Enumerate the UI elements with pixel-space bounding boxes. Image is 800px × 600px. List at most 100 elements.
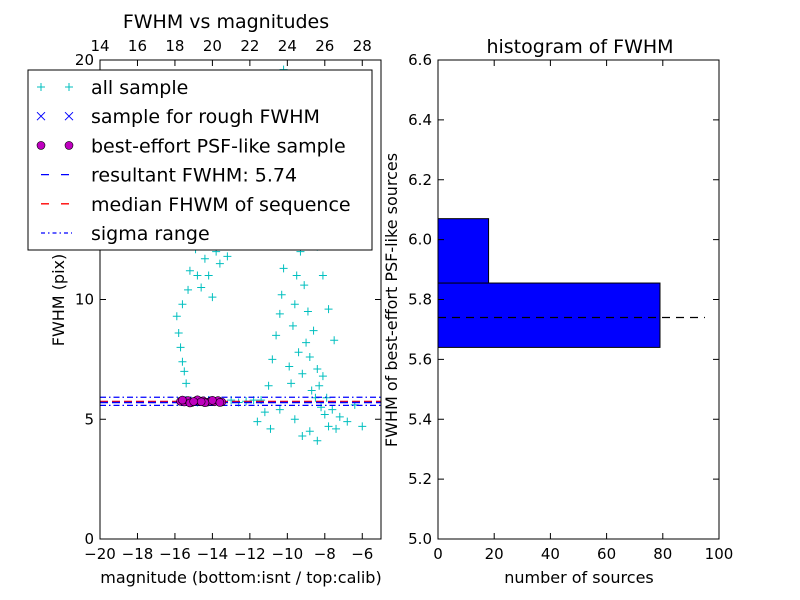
- scatter-bottom-tick-label-1: −18: [122, 545, 154, 563]
- histogram-y-tick-label-2: 5.4: [408, 410, 432, 428]
- all-sample-point-1-glyph: [174, 329, 183, 338]
- all-sample-point-13: [197, 283, 206, 292]
- legend-entry-2: best-effort PSF-like sample: [36, 135, 346, 157]
- all-sample-point-64-glyph: [298, 432, 307, 441]
- all-sample-point-63-glyph: [290, 415, 299, 424]
- all-sample-point-51: [315, 381, 324, 390]
- all-sample-point-27: [268, 355, 277, 364]
- all-sample-point-3: [178, 357, 187, 366]
- all-sample-point-67-glyph: [275, 405, 284, 414]
- legend-label-1: sample for rough FWHM: [91, 106, 320, 128]
- all-sample-point-7: [184, 285, 193, 294]
- histogram-axes: histogram of FWHM 0 20 40 60 80 100 5.0 5.2 5.4 5…: [382, 36, 733, 587]
- all-sample-point-39: [292, 271, 301, 280]
- all-sample-point-28: [272, 331, 281, 340]
- legend-label-4: median FHWM of sequence: [91, 194, 351, 216]
- all-sample-point-18-glyph: [215, 259, 224, 268]
- psf-sample-point-12: [178, 395, 187, 405]
- legend-entry-5: sigma range: [41, 223, 210, 245]
- scatter-top-tick-label-6: 26: [315, 37, 334, 55]
- legend-marker-0-a-glyph: [37, 83, 45, 91]
- scatter-top-tick-label-0: 14: [90, 37, 109, 55]
- all-sample-point-28-glyph: [272, 331, 281, 340]
- histogram-title: histogram of FWHM: [486, 36, 673, 58]
- all-sample-point-35-glyph: [285, 362, 294, 371]
- legend-label-5: sigma range: [91, 223, 210, 245]
- all-sample-point-7-glyph: [184, 285, 193, 294]
- histogram-x-tick-label-2: 40: [541, 545, 560, 563]
- all-sample-point-52-glyph: [317, 403, 326, 412]
- scatter-bottom-tick-label-2: −16: [159, 545, 191, 563]
- all-sample-point-18: [215, 259, 224, 268]
- all-sample-point-42-glyph: [298, 369, 307, 378]
- scatter-bottom-tick-label-7: −6: [351, 545, 373, 563]
- legend-entry-0: all sample: [37, 77, 188, 99]
- legend-entry-3: resultant FWHM: 5.74: [41, 165, 297, 187]
- all-sample-point-6: [182, 379, 191, 388]
- all-sample-point-24: [253, 417, 262, 426]
- scatter-bottom-tick-label-4: −12: [234, 545, 266, 563]
- histogram-x-tick-label-1: 20: [485, 545, 504, 563]
- all-sample-point-15-glyph: [204, 271, 213, 280]
- histogram-y-tick-label-7: 6.4: [408, 111, 432, 129]
- histogram-x-tick-label-5: 100: [705, 545, 734, 563]
- scatter-top-tick-label-1: 16: [128, 37, 147, 55]
- all-sample-point-12: [193, 271, 202, 280]
- all-sample-point-8-glyph: [185, 266, 194, 275]
- legend-label-2: best-effort PSF-like sample: [91, 135, 346, 157]
- histogram-x-tick-label-3: 60: [597, 545, 616, 563]
- histogram-x-tick-label-4: 80: [653, 545, 672, 563]
- psf-sample-point-19: [196, 397, 206, 407]
- all-sample-point-29: [275, 309, 284, 318]
- all-sample-point-58-glyph: [332, 424, 341, 433]
- scatter-top-tick-label-2: 18: [165, 37, 184, 55]
- all-sample-point-47-glyph: [307, 386, 316, 395]
- all-sample-point-69-glyph: [266, 424, 275, 433]
- all-sample-point-89-glyph: [330, 336, 339, 345]
- legend-marker-0-b: [65, 83, 73, 91]
- psf-sample-point-18: [189, 397, 198, 406]
- all-sample-point-65: [305, 427, 314, 436]
- scatter-y-tick-label-1: 5: [84, 410, 94, 428]
- histogram-y-label: FWHM of best-effort PSF-like sources: [382, 153, 401, 447]
- legend-label-3: resultant FWHM: 5.74: [91, 165, 297, 187]
- all-sample-point-25-glyph: [260, 408, 269, 417]
- all-sample-point-43: [300, 281, 309, 290]
- all-sample-point-16: [208, 293, 217, 302]
- legend-marker-0-b-glyph: [65, 83, 73, 91]
- all-sample-point-45-glyph: [303, 307, 312, 316]
- histogram-y-tick-label-5: 6.0: [408, 231, 432, 249]
- scatter-y-tick-label-0: 0: [84, 530, 94, 548]
- all-sample-point-12-glyph: [193, 271, 202, 280]
- scatter-y-label: FWHM (pix): [49, 254, 68, 347]
- all-sample-point-59-glyph: [335, 412, 344, 421]
- legend-items: all sample sample for rough FWHM best-effo…: [36, 77, 351, 245]
- histogram-bar-0: [437, 282, 661, 348]
- all-sample-point-50-glyph: [313, 364, 322, 373]
- all-sample-point-40: [294, 348, 303, 357]
- histogram-x-label: number of sources: [504, 568, 654, 587]
- scatter-bottom-tick-label-5: −10: [272, 545, 304, 563]
- all-sample-point-24-glyph: [253, 417, 262, 426]
- all-sample-point-38: [290, 300, 299, 309]
- all-sample-point-66: [313, 436, 322, 445]
- all-sample-point-14: [200, 254, 209, 263]
- all-sample-point-88: [324, 305, 333, 314]
- all-sample-point-48-glyph: [309, 326, 318, 335]
- scatter-top-tick-label-7: 28: [353, 37, 372, 55]
- histogram-y-tick-label-6: 6.2: [408, 171, 432, 189]
- all-sample-point-55: [322, 393, 331, 402]
- legend-marker-0-a: [37, 83, 45, 91]
- all-sample-point-87-glyph: [318, 271, 327, 280]
- all-sample-point-20: [223, 252, 232, 261]
- all-sample-point-14-glyph: [200, 254, 209, 263]
- all-sample-point-26: [264, 381, 273, 390]
- all-sample-point-36: [287, 379, 296, 388]
- legend-entry-4: median FHWM of sequence: [41, 194, 351, 216]
- all-sample-point-29-glyph: [275, 309, 284, 318]
- legend-label-0: all sample: [91, 77, 188, 99]
- all-sample-point-54-glyph: [320, 410, 329, 419]
- all-sample-point-20-glyph: [223, 252, 232, 261]
- all-sample-point-36-glyph: [287, 379, 296, 388]
- legend-marker-1-b: [64, 111, 74, 121]
